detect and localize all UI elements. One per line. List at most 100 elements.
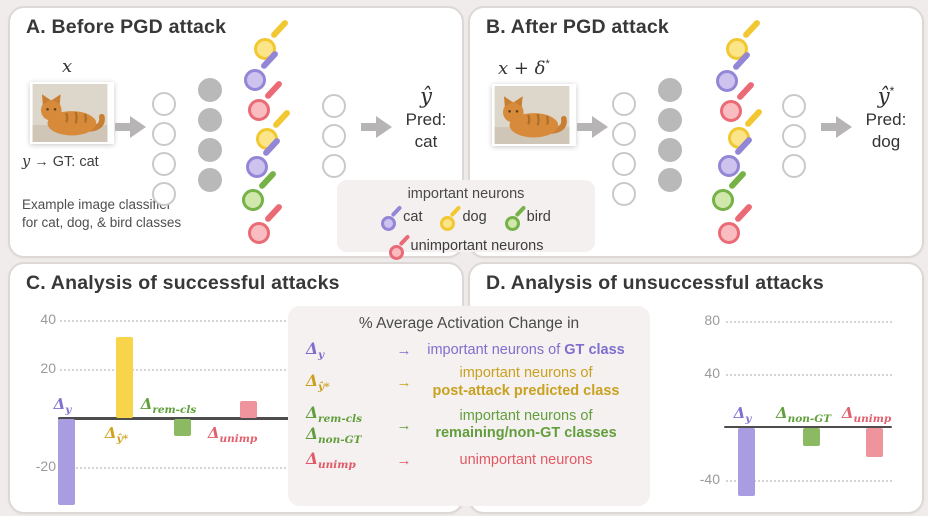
predicted-class: cat [414,132,438,152]
legend-item-bird: bird [504,203,551,231]
neuron-circle [782,154,806,178]
bar-delta-unimp [240,400,257,418]
bar-delta-rem-cls [174,419,191,437]
delta-non-gt-symbol: Δnon-GT [306,424,362,447]
neuron-circle [198,78,222,102]
cat-neuron-pin [716,46,752,92]
flow-arrow-icon [577,116,608,138]
delta-y-symbol: Δy [306,339,325,362]
unimp-neuron-pin [720,76,756,122]
bar-label: Δŷ* [104,424,129,445]
hidden-layer-open-neurons [612,92,636,206]
cat-photo-illustration [32,84,108,142]
neuron-circle [658,168,682,192]
axis-tick-label: 80 [704,312,720,329]
maps-to-arrow: → [396,342,412,360]
gridline [726,479,892,482]
legend-important-row: cat dog bird [347,203,585,231]
output-symbol: ŷ [420,84,432,108]
delta-legend-title: % Average Activation Change in [358,315,580,332]
gridline [60,466,290,469]
output-symbol: ŷ* [877,84,895,108]
neuron-circle [322,124,346,148]
delta-row-text: important neurons of post-attack predicte… [432,365,620,399]
unimp-neuron-pin [248,198,284,244]
maps-to-arrow: → [396,374,412,392]
bar-delta-y [738,427,755,497]
bar-label: Δy [733,403,752,425]
bird-pin-icon [504,203,527,231]
delta-row-gt-class: Δy → important neurons of GT class [298,338,640,363]
delta-rem-cls-symbol: Δrem-cls [306,402,363,426]
cat-neuron-pin [718,131,754,177]
axis-tick-label: 20 [40,360,56,377]
legend-title: important neurons [407,186,525,202]
axis-tick-label: 40 [704,365,720,381]
panel-d-title: D. Analysis of unsuccessful attacks [486,272,824,294]
unimp-neuron-pin [718,198,754,244]
dog-pin-icon [440,203,462,231]
cat-neuron-pin [246,132,282,178]
bar-delta-unimp [866,427,883,457]
neuron-circle [612,182,636,206]
legend-unimportant-row: unimportant neurons [347,232,585,260]
neuron-circle [612,152,636,176]
unimportant-pin-icon [388,232,410,260]
bar-delta-ŷ* [116,337,133,418]
classifier-caption: Example image classifier for cat, dog, & … [22,197,182,231]
neuron-circle [782,124,806,148]
neuron-circle [152,92,176,116]
hidden-layer-filled-neurons [198,78,222,192]
bar-delta-y [58,419,75,505]
bar-delta-non-GT [803,427,820,447]
delta-legend-box: % Average Activation Change in Δy → impo… [288,306,650,506]
output-layer-neurons [782,94,806,178]
delta-unimp-symbol: Δunimp [306,449,356,472]
zero-axis-line [58,417,290,420]
bird-neuron-pin [242,165,278,211]
legend-item-cat: cat [381,203,422,231]
important-neurons-layer [710,14,770,250]
hidden-layer-open-neurons [152,92,176,206]
panel-c-title: C. Analysis of successful attacks [26,272,340,294]
hidden-layer-filled-neurons [658,78,682,192]
neuron-circle [198,108,222,132]
unimp-neuron-pin [248,75,284,121]
adversarial-input-symbol: x + δ* [498,58,550,79]
legend-item-unimportant: unimportant neurons [388,232,544,260]
delta-row-remaining-classes: Δrem-cls Δnon-GT → important neurons of r… [298,402,640,448]
output-layer-neurons [322,94,346,178]
ground-truth-label: y → GT: cat [22,154,99,170]
important-neurons-layer [240,14,300,250]
zero-axis-line [724,425,892,429]
prediction-block: ŷ* Pred: dog [854,84,918,153]
delta-row-post-attack-class: Δŷ* → important neurons of post-attack pr… [298,363,640,402]
gridline [726,374,892,376]
maps-to-arrow: → [396,416,412,434]
axis-tick-label: -20 [35,457,56,474]
neuron-circle [322,94,346,118]
gridline [60,320,290,323]
neuron-circle [658,108,682,132]
neuron-circle [658,78,682,102]
axis-tick-label: 40 [40,311,56,328]
bar-chart-successful-attacks: 40 20 -20 Δy Δŷ* Δrem-cls Δunimp [28,308,290,506]
dog-neuron-pin [440,203,462,231]
bar-label: Δrem-cls [140,395,197,416]
axis-tick-label: -40 [699,470,720,487]
neuron-circle [198,168,222,192]
bar-chart-unsuccessful-attacks: 80 40 -40 Δy Δnon-GT Δunimp [692,308,892,506]
neuron-circle [612,122,636,146]
neuron-circle [322,154,346,178]
gridline [60,369,290,372]
predicted-class: dog [871,132,901,152]
cat-neuron-pin [381,203,403,231]
cat-pin-icon [381,203,403,231]
bar-label: Δunimp [841,403,892,425]
panel-a-title: A. Before PGD attack [26,16,227,38]
bar-label: Δunimp [207,424,258,445]
delta-row-text: important neurons of remaining/non-GT cla… [435,407,617,442]
neuron-circle [152,152,176,176]
bird-neuron-pin [712,165,748,211]
